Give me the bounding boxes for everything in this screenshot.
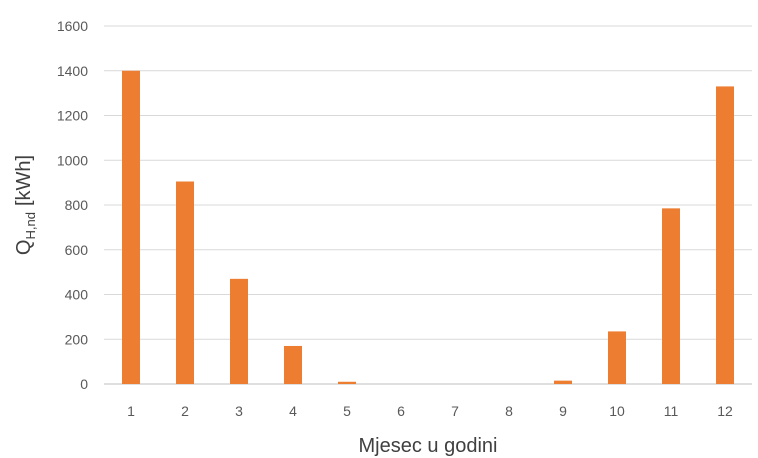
- x-tick-label: 6: [397, 403, 405, 419]
- x-tick-label: 10: [609, 403, 625, 419]
- bar-month-9: [554, 380, 572, 384]
- y-axis-title-unit: [kWh]: [13, 155, 35, 206]
- x-tick-label: 11: [664, 403, 679, 419]
- x-tick-label: 8: [505, 403, 513, 419]
- x-tick-label: 2: [181, 403, 189, 419]
- bar-month-10: [608, 331, 626, 384]
- x-tick-label: 12: [717, 403, 733, 419]
- y-tick-label: 800: [65, 197, 89, 213]
- bar-month-12: [716, 86, 734, 384]
- y-tick-label: 1000: [57, 152, 88, 168]
- bars: [122, 70, 734, 384]
- x-tick-labels: 1 2 3 4 5 6 7 8 9 10 11 12: [127, 403, 733, 419]
- y-tick-labels: 0 200 400 600 800 1000 1200 1400 1600: [57, 18, 88, 392]
- bar-month-4: [284, 345, 302, 384]
- y-tick-label: 1400: [57, 63, 88, 79]
- y-axis-title: QH,nd [kWh]: [13, 155, 38, 255]
- y-axis-title-subscript: H,nd: [23, 212, 38, 239]
- bar-month-2: [176, 181, 194, 384]
- y-tick-label: 1200: [57, 108, 88, 124]
- y-tick-label: 600: [65, 242, 89, 258]
- x-tick-label: 4: [289, 403, 297, 419]
- bar-month-5: [338, 381, 356, 384]
- y-tick-label: 200: [65, 331, 89, 347]
- y-tick-label: 0: [80, 376, 88, 392]
- x-axis-title: Mjesec u godini: [359, 435, 498, 457]
- bar-month-1: [122, 70, 140, 384]
- x-tick-label: 5: [343, 403, 351, 419]
- y-tick-label: 400: [65, 287, 89, 303]
- x-tick-label: 7: [451, 403, 459, 419]
- x-tick-label: 3: [235, 403, 243, 419]
- bar-month-11: [662, 208, 680, 384]
- x-tick-label: 1: [127, 403, 135, 419]
- x-tick-label: 9: [559, 403, 567, 419]
- y-tick-label: 1600: [57, 18, 88, 34]
- y-axis-title-main: Q: [13, 240, 35, 256]
- gridlines: [104, 25, 752, 385]
- bar-month-3: [230, 278, 248, 384]
